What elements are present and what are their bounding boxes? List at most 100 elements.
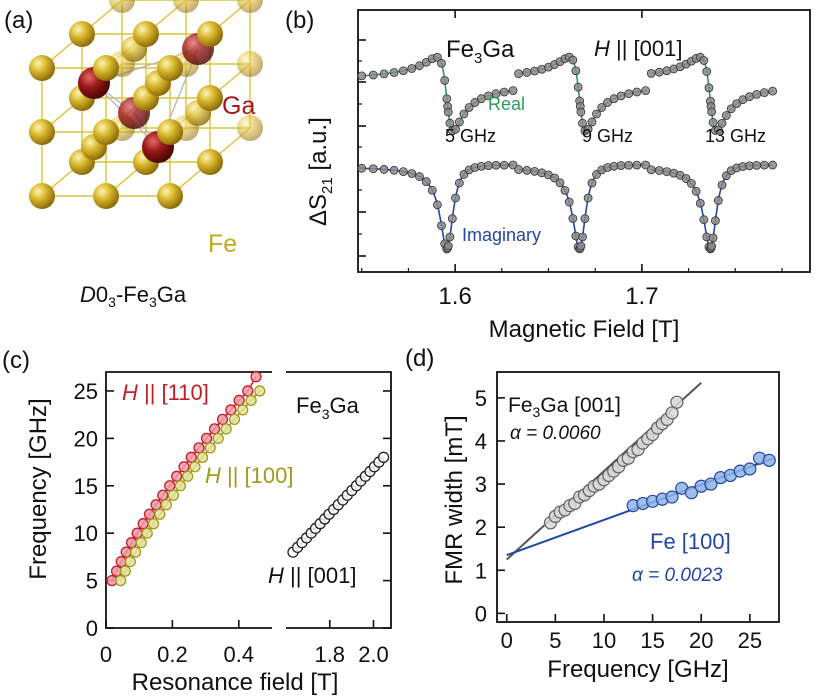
panel-b-ylabel: ΔS21 [a.u.] (305, 117, 336, 226)
c-data-point (120, 546, 132, 558)
real-data-point (646, 68, 656, 78)
imag-data-point (708, 233, 718, 243)
d-x-tick-label: 0 (501, 628, 513, 653)
fe-atom (157, 119, 183, 145)
fe-atom (133, 21, 159, 47)
imag-data-point (578, 232, 587, 242)
real-data-point (440, 75, 450, 85)
real-data-point (752, 89, 762, 99)
ga-label: Ga (222, 92, 255, 120)
panel-b: (b) 1.6 1.7 Fe3Ga H || [001] Real Imagina… (285, 7, 811, 343)
b-x-tick-label: 1.7 (625, 283, 658, 310)
fe-atom (173, 0, 199, 13)
imag-data-point (437, 221, 446, 231)
c-x-tick-label: 0.2 (157, 642, 188, 667)
d-y-tick-label: 3 (475, 472, 487, 497)
c-data-point (157, 489, 169, 501)
c-data-point (182, 470, 194, 482)
fe-atom (197, 21, 223, 47)
freq-label-9: 9 GHz (582, 126, 633, 146)
real-data-point (568, 55, 578, 65)
panel-d-frame (496, 371, 780, 623)
imag-data-point (484, 161, 493, 170)
real-data-point (573, 82, 583, 92)
fe3ga-label: Fe3Ga [001] (508, 394, 621, 420)
real-data-point (704, 83, 714, 93)
real-data-point (707, 107, 717, 117)
real-data-point (442, 94, 452, 104)
panel-c-label: (c) (2, 347, 30, 374)
real-data-point (603, 98, 612, 107)
real-data-point (379, 69, 389, 79)
imag-data-point (713, 196, 723, 205)
imag-data-point (522, 165, 532, 175)
c-y-tick-label: 25 (74, 379, 98, 404)
c-data-point (254, 385, 266, 397)
real-data-point (616, 91, 626, 101)
d-data-point (665, 490, 679, 504)
c-y-tick-label: 10 (74, 521, 98, 546)
c-data-point (216, 413, 229, 426)
d-data-point (665, 406, 679, 420)
d-y-tick-label: 5 (475, 386, 487, 411)
imag-data-point (443, 241, 453, 251)
real-data-point (530, 66, 540, 76)
panel-b-direction: H || [001] (594, 36, 682, 61)
c-data-point (119, 565, 131, 577)
real-data-point (713, 125, 723, 135)
d-x-tick-label: 25 (738, 628, 762, 653)
panel-b-material: Fe3Ga (446, 36, 515, 67)
imag-data-point (681, 174, 691, 183)
real-data-point (459, 109, 469, 119)
imag-data-point (421, 177, 431, 186)
c-data-point (164, 480, 176, 492)
d-y-tick-label: 0 (475, 601, 487, 626)
fe-atom (93, 183, 119, 209)
real-data-point (759, 88, 769, 97)
imaginary-label: Imaginary (462, 225, 541, 245)
c-data-point (135, 537, 147, 549)
c-right-frame (286, 371, 392, 629)
real-data-point (407, 64, 417, 73)
imag-data-point (445, 232, 455, 242)
real-data-point (415, 61, 424, 71)
real-data-point (587, 117, 597, 127)
fe-atom (29, 119, 55, 145)
c-data-point (137, 518, 149, 530)
c-data-point (193, 442, 205, 454)
imag-data-point (641, 160, 651, 170)
c-data-point (250, 371, 262, 383)
c-data-point (204, 442, 216, 454)
real-data-point (726, 104, 736, 114)
imag-data-point (379, 165, 389, 174)
d-data-point (670, 395, 684, 409)
imag-data-point (568, 214, 578, 223)
d-x-tick-label: 15 (640, 628, 664, 653)
real-data-point (508, 86, 518, 96)
imag-data-point (752, 160, 762, 170)
imag-data-point (427, 185, 437, 195)
c-x-tick-label: 0 (100, 642, 112, 667)
imag-data-point (691, 186, 701, 196)
imag-data-point (550, 173, 559, 183)
c-data-point (220, 423, 232, 435)
imag-data-point (454, 178, 464, 188)
panel-b-label: (b) (285, 7, 314, 34)
imag-data-point (389, 165, 399, 175)
imag-data-point (686, 179, 696, 188)
c-data-point (124, 555, 136, 568)
fe-atom (29, 55, 55, 81)
real-data-point (624, 89, 634, 99)
c-data-point (154, 508, 166, 520)
c-data-point (174, 480, 187, 492)
real-data-point (451, 124, 460, 134)
imag-data-point (768, 160, 778, 170)
imag-data-point (576, 241, 586, 251)
d-y-tick-label: 4 (475, 429, 487, 454)
imag-data-point (717, 180, 727, 190)
c-data-point (242, 385, 254, 397)
freq-label-5: 5 GHz (445, 126, 496, 146)
imag-data-point (555, 178, 565, 188)
c-data-point (245, 394, 257, 407)
fe-atom (157, 183, 183, 209)
